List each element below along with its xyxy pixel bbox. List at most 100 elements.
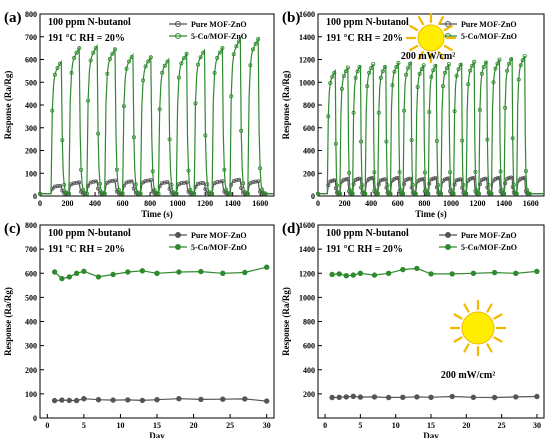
data-point-co: [477, 107, 482, 112]
data-point-pure: [417, 177, 422, 182]
x-tick-label: 1000: [443, 199, 459, 208]
data-point-pure: [367, 176, 372, 181]
data-point-co: [493, 66, 498, 71]
data-point-co: [329, 271, 335, 278]
condition-temp: 191 °C RH = 20%: [48, 33, 125, 44]
data-point-pure: [113, 178, 118, 183]
data-point-pure: [55, 184, 60, 189]
data-point-co: [215, 55, 220, 60]
data-point-pure: [184, 180, 189, 185]
data-point-pure: [139, 397, 146, 404]
data-point-co: [62, 182, 67, 187]
y-tick-label: 800: [303, 318, 315, 327]
data-point-pure: [220, 396, 226, 402]
data-point-co: [139, 268, 146, 274]
y-tick-label: 0: [33, 414, 37, 423]
data-point-co: [427, 110, 432, 115]
data-point-co: [176, 75, 181, 80]
data-point-co: [82, 191, 87, 196]
data-point-co: [481, 64, 486, 69]
data-point-pure: [477, 182, 482, 187]
data-point-co: [382, 65, 387, 70]
data-point-co: [372, 170, 377, 175]
data-point-pure: [470, 394, 477, 400]
condition-gas: 100 ppm N-butanol: [48, 228, 131, 239]
data-point-co: [401, 191, 406, 196]
data-point-co: [167, 137, 172, 142]
data-point-pure: [133, 190, 138, 195]
data-point-co: [264, 264, 270, 270]
data-point-co: [98, 181, 103, 186]
data-point-pure: [328, 179, 333, 184]
y-tick-label: 700: [25, 245, 37, 254]
data-point-co: [195, 62, 200, 67]
data-point-co: [334, 183, 339, 188]
data-point-co: [409, 138, 414, 143]
data-point-co: [188, 187, 193, 192]
data-point-pure: [205, 190, 210, 195]
series-line-co: [54, 266, 267, 280]
data-point-co: [388, 191, 393, 196]
data-point-co: [408, 61, 413, 66]
data-point-co: [376, 110, 381, 115]
y-tick-label: 200: [25, 366, 37, 375]
data-point-co: [498, 169, 503, 174]
data-point-co: [169, 182, 174, 187]
data-point-co: [473, 169, 478, 174]
y-tick-label: 300: [25, 342, 37, 351]
data-point-co: [253, 41, 258, 46]
data-point-co: [351, 110, 356, 115]
data-point-co: [210, 191, 215, 196]
data-point-co: [355, 69, 360, 74]
sun-ray: [409, 44, 419, 52]
x-tick-label: 1000: [170, 199, 186, 208]
data-point-pure: [88, 180, 93, 185]
data-point-co: [456, 67, 461, 72]
data-point-co: [470, 63, 475, 68]
sun-ray: [493, 313, 503, 320]
data-point-co: [84, 191, 89, 196]
y-tick-label: 1400: [299, 245, 315, 254]
data-point-pure: [198, 181, 203, 186]
data-point-pure: [343, 177, 348, 182]
data-point-pure: [81, 396, 87, 402]
data-point-pure: [341, 177, 346, 182]
data-point-co: [66, 274, 73, 280]
data-point-pure: [330, 178, 335, 183]
data-point-pure: [231, 178, 236, 183]
data-point-co: [93, 46, 98, 51]
data-point-pure: [154, 397, 160, 403]
data-point-pure: [481, 177, 486, 182]
condition-temp: 191 °C RH = 20%: [326, 244, 403, 255]
data-point-co: [367, 70, 372, 75]
data-point-co: [357, 270, 364, 276]
y-tick-label: 400: [25, 101, 37, 110]
data-point-co: [495, 61, 500, 66]
data-point-co: [220, 270, 226, 276]
data-point-pure: [256, 179, 261, 184]
data-point-co: [212, 70, 217, 75]
data-point-pure: [125, 397, 131, 403]
data-point-co: [110, 271, 116, 278]
data-point-co: [369, 66, 374, 71]
data-point-pure: [74, 180, 79, 185]
legend-marker-pure: [445, 232, 451, 238]
data-point-co: [192, 191, 197, 196]
y-tick-label: 200: [303, 390, 315, 399]
data-point-co: [181, 56, 186, 61]
data-point-pure: [52, 184, 57, 189]
data-point-co: [186, 168, 191, 173]
sun-ray: [453, 313, 463, 320]
data-point-co: [422, 170, 427, 175]
data-point-co: [198, 268, 204, 275]
data-point-co: [527, 191, 532, 196]
data-point-co: [91, 50, 96, 55]
data-point-co: [52, 72, 57, 77]
data-point-pure: [520, 176, 525, 181]
y-tick-label: 500: [25, 78, 37, 87]
y-tick-label: 0: [33, 192, 37, 201]
x-axis-label: Day: [149, 431, 165, 438]
data-point-co: [146, 59, 151, 64]
data-point-co: [127, 59, 132, 64]
